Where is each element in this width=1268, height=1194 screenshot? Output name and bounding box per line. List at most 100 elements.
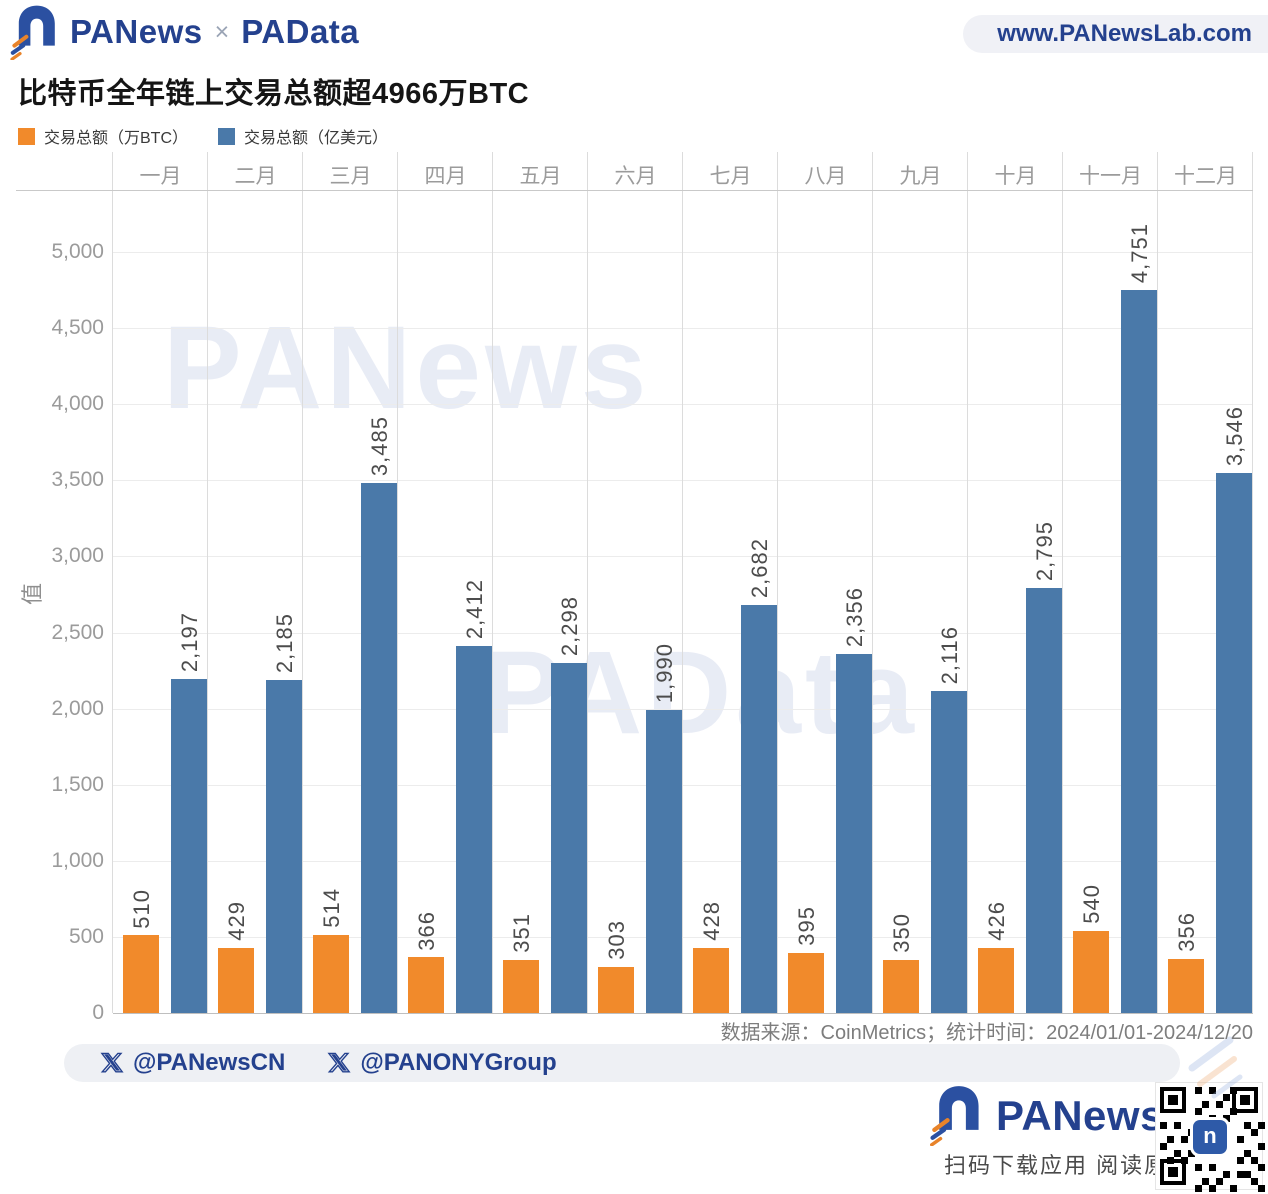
bar-usd xyxy=(361,482,397,1013)
panews-magnet-icon xyxy=(930,1086,979,1146)
month-label: 九月 xyxy=(899,165,942,188)
bar-value-label: 2,412 xyxy=(461,578,487,639)
bar-value-label: 429 xyxy=(223,901,249,941)
brand-logo: PANews × PAData xyxy=(10,4,359,60)
column-separator xyxy=(777,152,778,1013)
legend-item: 交易总额（亿美元） xyxy=(218,124,388,148)
bar-btc xyxy=(503,959,539,1013)
bar-usd xyxy=(456,645,492,1013)
bar-usd xyxy=(171,678,207,1013)
bar-btc xyxy=(978,948,1014,1013)
bar-value-label: 3,485 xyxy=(366,415,392,476)
bar-btc xyxy=(883,959,919,1013)
x-twitter-icon xyxy=(100,1052,124,1073)
y-axis-title: 值 xyxy=(20,582,46,606)
legend-label: 交易总额（亿美元） xyxy=(244,130,389,147)
month-label: 五月 xyxy=(519,165,562,188)
month-label: 七月 xyxy=(709,165,752,188)
y-axis-tick: 2,500 xyxy=(51,620,104,644)
gridline xyxy=(113,632,1253,634)
bar-value-label: 2,795 xyxy=(1031,520,1057,581)
month-header-underline xyxy=(16,190,1253,191)
column-separator xyxy=(1157,152,1158,1013)
column-separator xyxy=(872,152,873,1013)
bar-btc xyxy=(313,934,349,1013)
column-separator xyxy=(1252,152,1253,1013)
month-label: 十二月 xyxy=(1174,165,1237,188)
bar-btc xyxy=(598,966,634,1013)
social-item-panonygroup: @PANONYGroup xyxy=(327,1049,557,1077)
bar-usd xyxy=(266,680,302,1013)
column-separator xyxy=(587,152,588,1013)
bar-btc xyxy=(788,952,824,1013)
legend-swatch xyxy=(218,127,236,145)
bar-value-label: 2,197 xyxy=(176,611,202,672)
bar-value-label: 428 xyxy=(698,901,724,941)
bottom-brand-name: PANews xyxy=(996,1092,1164,1139)
column-separator xyxy=(967,152,968,1013)
bar-usd xyxy=(741,604,777,1013)
decorative-streaks xyxy=(1188,1036,1243,1099)
chart-legend: 交易总额（万BTC） 交易总额（亿美元） xyxy=(18,124,418,148)
qr-finder xyxy=(1160,1087,1186,1113)
column-separator xyxy=(1062,152,1063,1013)
y-axis-tick: 3,500 xyxy=(51,468,104,492)
bar-value-label: 2,682 xyxy=(746,537,772,598)
gridline xyxy=(113,708,1253,710)
y-axis-tick: 500 xyxy=(68,924,104,948)
y-axis-tick: 1,500 xyxy=(51,772,104,796)
top-header: PANews × PAData www.PANewsLab.com xyxy=(0,0,1268,64)
x-axis-line xyxy=(113,1013,1253,1014)
qr-modules xyxy=(1160,1087,1167,1094)
brand-panews: PANews xyxy=(70,13,203,50)
qr-finder xyxy=(1232,1087,1258,1113)
bar-btc xyxy=(123,935,159,1013)
month-label: 三月 xyxy=(329,165,372,188)
bar-btc xyxy=(693,947,729,1013)
gridline xyxy=(113,860,1253,862)
social-handle: @PANONYGroup xyxy=(360,1049,557,1076)
bar-value-label: 3,546 xyxy=(1221,406,1247,467)
bar-value-label: 4,751 xyxy=(1126,222,1152,283)
gridline xyxy=(113,252,1253,253)
column-separator xyxy=(112,152,113,1013)
website-url: www.PANewsLab.com xyxy=(963,15,1268,53)
y-axis-tick: 4,000 xyxy=(51,392,104,416)
qr-code: n xyxy=(1155,1082,1263,1190)
bar-usd xyxy=(1216,473,1252,1013)
gridline xyxy=(113,556,1253,558)
column-separator xyxy=(207,152,208,1013)
bar-btc xyxy=(408,957,444,1013)
month-label: 二月 xyxy=(234,165,277,188)
legend-swatch xyxy=(18,127,35,145)
bottom-brand-block: PANews 扫码下载应用 阅读原文 n xyxy=(930,1082,1268,1194)
social-handle: @PANewsCN xyxy=(133,1049,286,1076)
bar-btc xyxy=(1073,930,1109,1013)
bar-usd xyxy=(646,710,682,1013)
y-axis-tick: 2,000 xyxy=(51,696,104,720)
gridline xyxy=(113,404,1253,406)
column-separator xyxy=(302,152,303,1013)
qr-finder xyxy=(1160,1159,1186,1185)
bar-usd xyxy=(1026,587,1062,1013)
month-label: 四月 xyxy=(424,165,467,188)
gridline xyxy=(113,784,1253,786)
social-bar: @PANewsCN @PANONYGroup xyxy=(64,1044,1180,1082)
bar-value-label: 426 xyxy=(983,901,1009,942)
bar-value-label: 540 xyxy=(1078,884,1104,924)
month-label: 六月 xyxy=(614,165,657,188)
bar-value-label: 350 xyxy=(888,913,914,953)
bar-btc xyxy=(218,947,254,1013)
bar-value-label: 2,298 xyxy=(556,596,582,657)
brand-separator: × xyxy=(214,17,230,46)
page-title: 比特币全年链上交易总额超4966万BTC xyxy=(18,78,530,110)
bar-value-label: 303 xyxy=(603,920,629,960)
data-source-line: 数据来源：CoinMetrics；统计时间：2024/01/01-2024/12… xyxy=(720,1022,1253,1044)
panews-magnet-icon xyxy=(10,5,55,60)
watermark-panews: PANews xyxy=(163,302,651,434)
month-label: 十一月 xyxy=(1079,165,1142,188)
bar-value-label: 2,356 xyxy=(841,587,867,648)
bar-value-label: 366 xyxy=(413,910,439,951)
